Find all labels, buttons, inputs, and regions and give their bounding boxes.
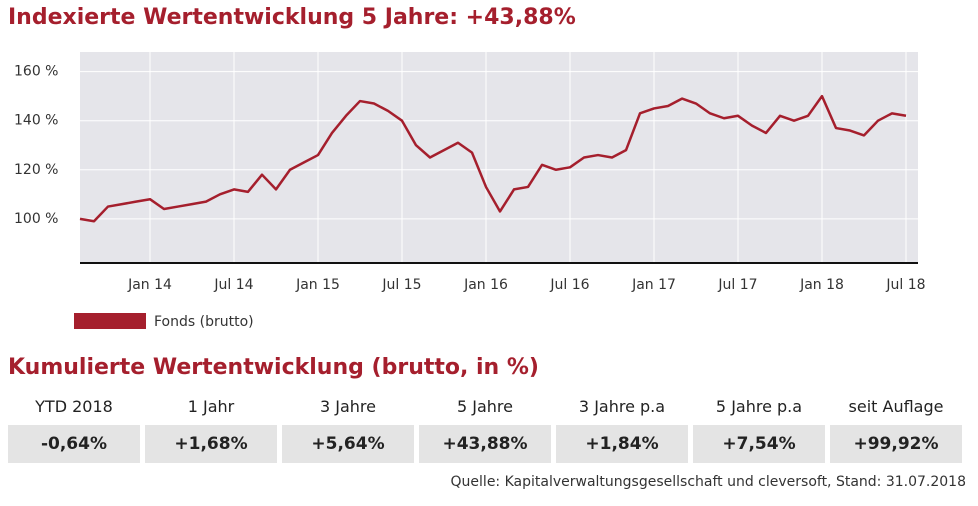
x-tick-label: Jan 16 bbox=[463, 277, 508, 293]
x-tick-label: Jan 18 bbox=[799, 277, 844, 293]
chart: Indexierte Wertentwicklung 5 Jahre: +43,… bbox=[8, 5, 926, 330]
column-header: seit Auflage bbox=[848, 397, 944, 416]
x-tick-label: Jul 18 bbox=[885, 277, 925, 293]
y-tick-label: 120 % bbox=[14, 162, 58, 178]
legend-label: Fonds (brutto) bbox=[154, 314, 254, 330]
column-header: 5 Jahre p.a bbox=[715, 397, 803, 416]
x-tick-label: Jan 17 bbox=[631, 277, 676, 293]
x-tick-label: Jul 15 bbox=[381, 277, 421, 293]
source: Quelle: Kapitalverwaltungsgesellschaft u… bbox=[450, 474, 966, 490]
plot-area bbox=[80, 52, 918, 263]
table-title: Kumulierte Wertentwicklung (brutto, in %… bbox=[8, 355, 539, 380]
value-cell: +5,64% bbox=[282, 425, 414, 463]
value-cell: -0,64% bbox=[8, 425, 140, 463]
value-cell: +99,92% bbox=[830, 425, 962, 463]
legend-swatch bbox=[74, 313, 146, 329]
value-cell: +1,84% bbox=[556, 425, 688, 463]
value-cell: +43,88% bbox=[419, 425, 551, 463]
column-header: YTD 2018 bbox=[35, 397, 113, 416]
x-tick-label: Jan 14 bbox=[127, 277, 172, 293]
column-header: 3 Jahre p.a bbox=[578, 397, 666, 416]
y-tick-label: 160 % bbox=[14, 64, 58, 80]
line bbox=[79, 94, 907, 223]
x-tick-label: Jul 16 bbox=[549, 277, 589, 293]
column-header: 5 Jahre bbox=[457, 397, 513, 416]
x-tick-label: Jan 15 bbox=[295, 277, 340, 293]
x-tick-label: Jul 17 bbox=[717, 277, 757, 293]
y-tick-label: 100 % bbox=[14, 211, 58, 227]
chart-title: Indexierte Wertentwicklung 5 Jahre: +43,… bbox=[8, 5, 576, 30]
column-header: 3 Jahre bbox=[320, 397, 376, 416]
y-tick-label: 140 % bbox=[14, 113, 58, 129]
x-tick-label: Jul 14 bbox=[213, 277, 253, 293]
value-cell: +7,54% bbox=[693, 425, 825, 463]
value-cell: +1,68% bbox=[145, 425, 277, 463]
column-header: 1 Jahr bbox=[187, 397, 235, 416]
